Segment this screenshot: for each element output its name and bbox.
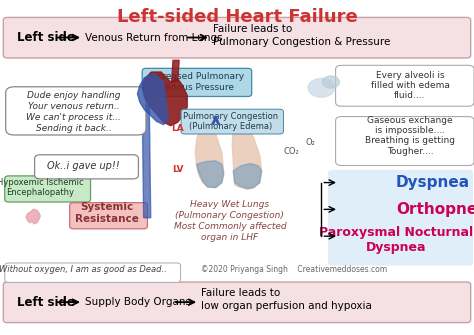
Circle shape: [322, 76, 339, 88]
Text: Ok..i gave up!!: Ok..i gave up!!: [46, 161, 119, 171]
FancyBboxPatch shape: [3, 282, 471, 323]
FancyBboxPatch shape: [5, 176, 91, 202]
FancyBboxPatch shape: [328, 170, 473, 266]
FancyBboxPatch shape: [3, 17, 471, 58]
Polygon shape: [233, 163, 262, 189]
Text: ©2020 Priyanga Singh    Creativemeddoses.com: ©2020 Priyanga Singh Creativemeddoses.co…: [201, 265, 387, 274]
Text: Systemic
Resistance: Systemic Resistance: [75, 202, 138, 223]
Text: Venous Return from Lungs: Venous Return from Lungs: [85, 32, 223, 43]
FancyBboxPatch shape: [5, 263, 181, 282]
Polygon shape: [232, 121, 262, 189]
Polygon shape: [26, 209, 40, 224]
Text: Left side: Left side: [17, 296, 74, 309]
FancyBboxPatch shape: [35, 155, 138, 179]
Text: Supply Body Organs: Supply Body Organs: [85, 297, 191, 307]
Text: Failure leads to
low organ perfusion and hypoxia: Failure leads to low organ perfusion and…: [201, 288, 372, 312]
FancyBboxPatch shape: [336, 117, 474, 165]
Polygon shape: [172, 60, 179, 82]
Text: Dude enjoy handling
Your venous return..
We can't process it...
Sending it back.: Dude enjoy handling Your venous return..…: [26, 91, 121, 133]
Text: Increased Pulmonary
Venous Pressure: Increased Pulmonary Venous Pressure: [149, 72, 244, 92]
Text: Left-sided Heart Failure: Left-sided Heart Failure: [117, 8, 357, 26]
Text: O₂: O₂: [306, 138, 315, 147]
Text: Left side: Left side: [17, 31, 74, 44]
Text: Dyspnea: Dyspnea: [396, 175, 470, 190]
Polygon shape: [142, 72, 187, 126]
Polygon shape: [195, 116, 224, 188]
Polygon shape: [137, 74, 168, 125]
Text: Pulmonary Congestion
(Pulmonary Edema): Pulmonary Congestion (Pulmonary Edema): [183, 112, 278, 131]
FancyBboxPatch shape: [70, 203, 147, 229]
Text: Without oxygen, I am as good as Dead..: Without oxygen, I am as good as Dead..: [0, 265, 167, 274]
Text: Paroxysmal Nocturnal
Dyspnea: Paroxysmal Nocturnal Dyspnea: [319, 225, 473, 254]
Polygon shape: [142, 104, 151, 218]
Polygon shape: [197, 161, 224, 188]
Text: Orthopnea: Orthopnea: [396, 202, 474, 217]
FancyBboxPatch shape: [181, 109, 283, 134]
FancyBboxPatch shape: [142, 68, 252, 96]
FancyBboxPatch shape: [6, 87, 146, 135]
Text: Every alveoli is
filled with edema
fluid....: Every alveoli is filled with edema fluid…: [371, 71, 449, 100]
Text: Heavy Wet Lungs
(Pulmonary Congestion)
Most Commonly affected
organ in LHF: Heavy Wet Lungs (Pulmonary Congestion) M…: [173, 200, 286, 242]
FancyBboxPatch shape: [336, 65, 474, 106]
Text: CO₂: CO₂: [283, 147, 300, 156]
Text: Hypoxemic Ischemic
Encephalopathy: Hypoxemic Ischemic Encephalopathy: [0, 178, 83, 197]
Text: LV: LV: [172, 165, 183, 174]
Circle shape: [308, 78, 335, 97]
Text: Gaseous exchange
is impossible....
Breathing is getting
Tougher....: Gaseous exchange is impossible.... Breat…: [365, 116, 455, 156]
Text: LA: LA: [172, 125, 184, 133]
Text: Failure leads to
Pulmonary Congestion & Pressure: Failure leads to Pulmonary Congestion & …: [213, 23, 391, 47]
